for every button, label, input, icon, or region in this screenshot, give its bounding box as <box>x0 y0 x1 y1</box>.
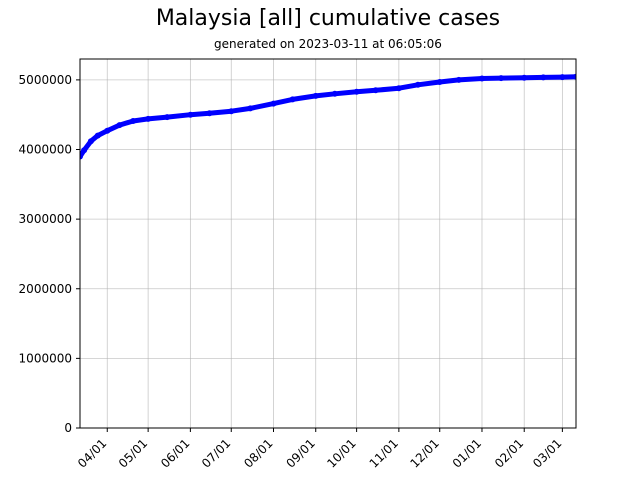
x-tick-label: 11/01 <box>367 436 401 470</box>
data-point <box>228 108 235 115</box>
data-point <box>94 132 101 139</box>
series-line <box>80 74 576 159</box>
x-tick-label: 02/01 <box>492 436 526 470</box>
series-layer <box>80 73 576 160</box>
data-point <box>395 85 402 92</box>
data-point <box>414 81 421 88</box>
x-tick-label: 05/01 <box>116 436 150 470</box>
data-point <box>206 110 213 117</box>
x-tick-label: 12/01 <box>407 436 441 470</box>
data-point <box>353 88 360 95</box>
gridlines <box>80 59 576 429</box>
data-point <box>104 127 111 134</box>
data-point <box>87 138 94 145</box>
data-point <box>498 75 505 82</box>
data-point <box>270 100 277 107</box>
data-point <box>331 90 338 97</box>
data-point <box>130 118 137 124</box>
data-point <box>312 92 319 99</box>
y-tick-label: 1000000 <box>19 351 72 365</box>
x-tick-label: 10/01 <box>324 436 358 470</box>
data-point <box>80 153 83 160</box>
plot-frame <box>79 58 577 429</box>
data-point <box>573 73 576 80</box>
y-tick-label: 2000000 <box>19 282 72 296</box>
data-point <box>521 74 528 81</box>
x-tick-label: 04/01 <box>75 436 109 470</box>
data-point <box>116 122 123 129</box>
data-point <box>81 147 88 154</box>
data-point <box>455 76 462 83</box>
x-tick-label: 06/01 <box>158 436 192 470</box>
data-point <box>436 79 443 85</box>
data-point <box>479 75 485 82</box>
chart-title: Malaysia [all] cumulative cases <box>155 6 501 31</box>
data-point <box>289 96 296 103</box>
data-point <box>540 74 547 81</box>
y-tick-label: 4000000 <box>19 143 72 157</box>
data-point <box>372 87 379 94</box>
x-tick-label: 09/01 <box>283 436 317 470</box>
x-tick-label: 01/01 <box>450 436 484 470</box>
data-point <box>145 115 152 122</box>
chart-subtitle: generated on 2023-03-11 at 06:05:06 <box>214 37 442 51</box>
x-tick-label: 03/01 <box>530 436 564 470</box>
data-point <box>164 114 171 121</box>
data-point <box>247 105 254 112</box>
y-tick-label: 3000000 <box>19 212 72 226</box>
y-tick-label: 5000000 <box>19 73 72 87</box>
x-tick-label: 08/01 <box>241 436 275 470</box>
data-point <box>559 74 566 81</box>
y-tick-label: 0 <box>64 421 72 435</box>
x-tick-label: 07/01 <box>199 436 233 470</box>
data-point <box>187 111 194 118</box>
